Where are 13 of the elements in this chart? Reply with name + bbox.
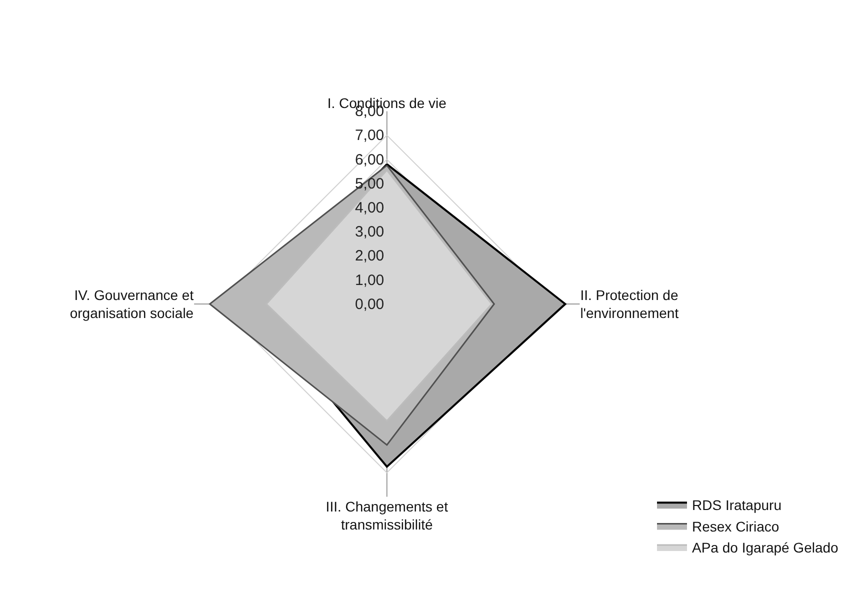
legend-label: RDS Iratapuru [692,497,782,514]
spoke-label: II. Protection de l'environnement [580,286,679,321]
legend-label: Resex Ciriaco [692,518,780,534]
legend-label: APa do Igarapé Gelado [692,539,839,556]
spoke-label: IV. Gouvernance et organisation sociale [70,286,194,321]
y-tick-label: 7,00 [354,127,384,144]
y-tick-label: 4,00 [354,199,384,216]
y-tick-label: 6,00 [354,151,384,168]
y-tick-label: 2,00 [354,248,384,265]
y-tick-label: 1,00 [354,272,384,289]
spoke-label: III. Changements et transmissibilité [326,498,448,532]
y-tick-label: 0,00 [354,296,384,313]
y-tick-label: 3,00 [354,224,384,241]
